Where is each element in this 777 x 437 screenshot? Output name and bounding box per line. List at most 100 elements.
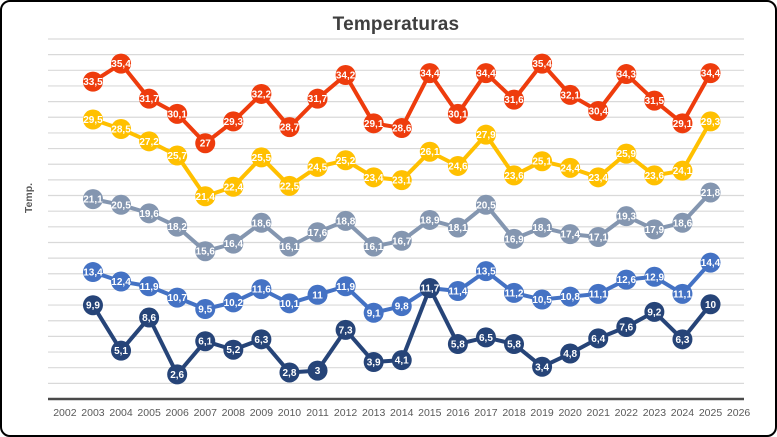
data-point-label: 2,6 bbox=[170, 370, 184, 381]
x-tick-label: 2004 bbox=[109, 407, 133, 419]
data-point-label: 34,2 bbox=[336, 71, 356, 82]
data-point-label: 32,1 bbox=[560, 90, 580, 101]
data-point bbox=[139, 203, 160, 224]
data-point bbox=[644, 266, 665, 287]
data-point-label: 11,2 bbox=[505, 288, 524, 299]
data-point-label: 10,1 bbox=[280, 299, 300, 310]
x-tick-label: 2026 bbox=[727, 407, 751, 419]
data-point-label: 31,6 bbox=[504, 95, 524, 106]
data-point bbox=[223, 111, 244, 132]
data-point-label: 11,1 bbox=[589, 289, 608, 300]
x-tick-label: 2011 bbox=[306, 407, 329, 419]
data-point bbox=[279, 293, 300, 314]
x-tick-label: 2022 bbox=[615, 407, 639, 419]
data-point-label: 6,4 bbox=[591, 334, 605, 345]
data-point bbox=[335, 210, 356, 231]
data-point-label: 15,6 bbox=[196, 247, 216, 258]
data-point bbox=[560, 157, 581, 178]
data-point bbox=[139, 131, 160, 152]
data-point-label: 34,4 bbox=[476, 69, 496, 80]
data-point bbox=[532, 151, 553, 172]
data-point bbox=[167, 145, 188, 166]
data-point-label: 28,6 bbox=[392, 124, 412, 135]
data-point-label: 11 bbox=[312, 290, 323, 301]
data-point-label: 4,8 bbox=[563, 349, 577, 360]
x-tick-label: 2020 bbox=[558, 407, 582, 419]
data-point bbox=[307, 156, 328, 177]
data-point-label: 21,1 bbox=[83, 195, 103, 206]
data-point-label: 2,8 bbox=[283, 368, 297, 379]
data-point bbox=[363, 352, 384, 373]
data-point bbox=[475, 124, 496, 145]
data-point bbox=[363, 236, 384, 257]
data-point-label: 16,7 bbox=[392, 236, 412, 247]
data-point-label: 16,9 bbox=[504, 234, 524, 245]
data-point-label: 35,4 bbox=[532, 59, 552, 70]
data-point-label: 6,1 bbox=[198, 337, 212, 348]
series-points-red: 33,5 35,4 31,7 30,1 27 29,3 32,2 28,7 31,7 34,2 29… bbox=[82, 53, 721, 154]
data-point-label: 17,4 bbox=[560, 230, 580, 241]
data-point bbox=[82, 262, 103, 283]
data-point-label: 32,2 bbox=[252, 89, 272, 100]
data-point bbox=[560, 224, 581, 245]
data-point bbox=[700, 111, 721, 132]
data-point bbox=[82, 71, 103, 92]
data-point-label: 12,6 bbox=[617, 275, 637, 286]
data-point-label: 10,7 bbox=[167, 293, 187, 304]
data-point-label: 20,5 bbox=[111, 200, 131, 211]
data-point bbox=[391, 230, 412, 251]
x-tick-label: 2010 bbox=[278, 407, 302, 419]
data-point-label: 19,3 bbox=[617, 212, 637, 223]
data-point-label: 29,3 bbox=[701, 117, 721, 128]
data-point-label: 30,1 bbox=[448, 109, 468, 120]
data-point bbox=[616, 317, 637, 337]
data-point bbox=[560, 343, 581, 364]
data-point bbox=[644, 165, 665, 186]
x-tick-label: 2019 bbox=[530, 407, 554, 419]
data-point-label: 34,4 bbox=[420, 69, 440, 80]
data-point-label: 13,5 bbox=[476, 267, 496, 278]
data-point-label: 23,4 bbox=[364, 173, 384, 184]
data-point-label: 9,5 bbox=[198, 305, 212, 316]
data-point-label: 23,4 bbox=[588, 173, 608, 184]
data-point bbox=[475, 63, 496, 84]
series-points-navy: 9,9 5,1 8,6 2,6 6,1 5,2 6,3 2,8 3 7,3 3,9 4,1 11,7 5,… bbox=[82, 278, 721, 385]
data-point-label: 9,9 bbox=[86, 301, 100, 312]
data-point-label: 5,8 bbox=[451, 340, 465, 351]
data-point bbox=[475, 261, 496, 282]
data-point bbox=[363, 167, 384, 188]
data-point bbox=[391, 350, 412, 371]
data-point bbox=[139, 307, 160, 328]
data-point bbox=[139, 276, 160, 297]
x-tick-label: 2021 bbox=[587, 407, 611, 419]
x-tick-label: 2017 bbox=[474, 407, 498, 419]
series-points-blue: 13,4 12,4 11,9 10,7 9,5 10,2 11,6 10,1 11 11,9 9,1… bbox=[82, 252, 721, 323]
data-point-label: 6,5 bbox=[479, 333, 493, 344]
data-point bbox=[307, 88, 328, 109]
x-tick-label: 2003 bbox=[81, 407, 105, 419]
data-point-label: 30,4 bbox=[588, 107, 608, 118]
data-point-label: 18,1 bbox=[532, 223, 552, 234]
data-point-label: 24,6 bbox=[448, 161, 468, 172]
data-point bbox=[279, 117, 300, 138]
x-tick-label: 2007 bbox=[194, 407, 218, 419]
data-point-label: 8,6 bbox=[142, 313, 156, 324]
data-point-label: 16,1 bbox=[364, 242, 384, 253]
series-points-gray: 21,1 20,5 19,6 18,2 15,6 16,4 18,6 16,1 17,6 18,8… bbox=[82, 182, 721, 262]
data-point-label: 34,4 bbox=[701, 69, 721, 80]
data-point bbox=[251, 279, 272, 300]
data-point-label: 11,4 bbox=[448, 287, 467, 298]
data-point-label: 25,9 bbox=[617, 149, 637, 160]
data-point bbox=[588, 167, 609, 188]
data-point-label: 9,8 bbox=[395, 302, 409, 313]
data-point bbox=[560, 84, 581, 105]
data-point-label: 3,4 bbox=[535, 362, 549, 373]
data-point bbox=[82, 109, 103, 130]
data-point-label: 23,6 bbox=[504, 171, 524, 182]
data-point-label: 19,6 bbox=[139, 209, 159, 220]
data-point bbox=[335, 276, 356, 297]
data-point-label: 11,9 bbox=[336, 282, 355, 293]
data-point bbox=[195, 186, 216, 207]
data-point-label: 13,4 bbox=[83, 268, 103, 279]
